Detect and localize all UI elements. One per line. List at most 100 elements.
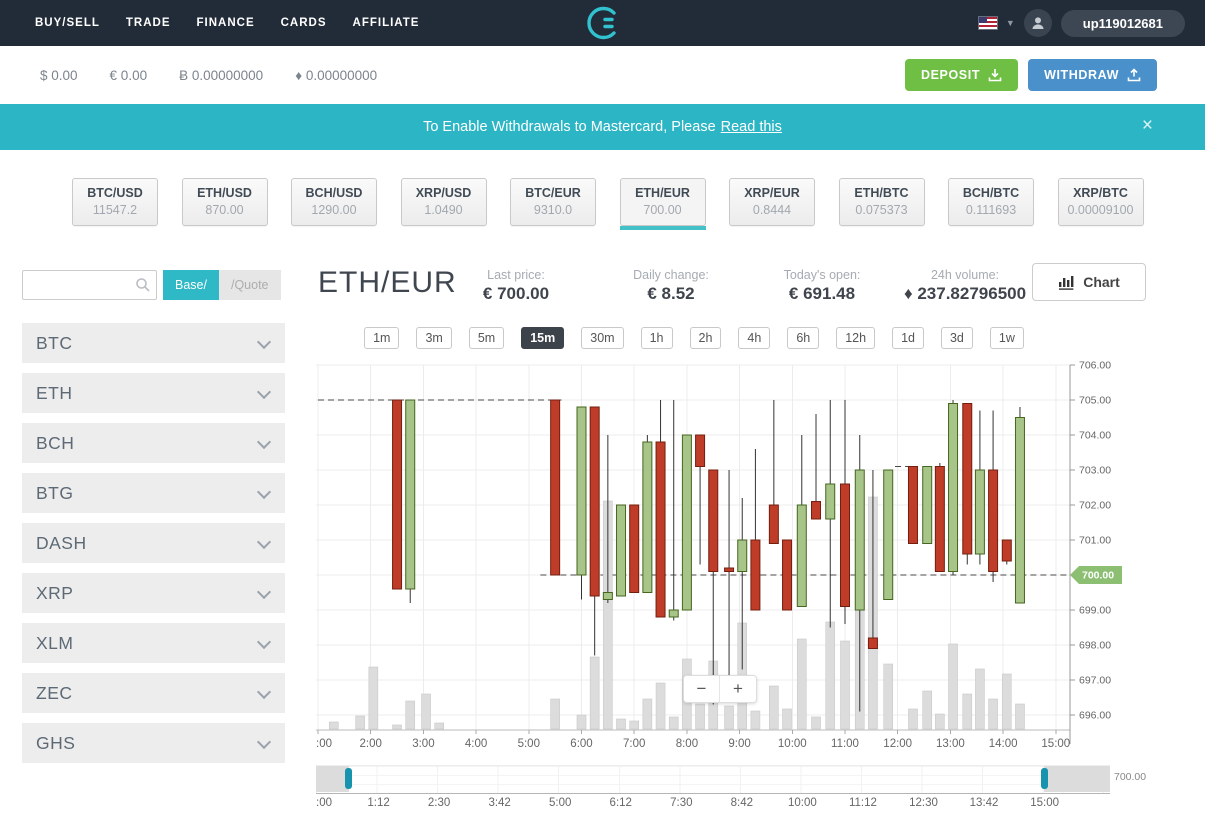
- sidebar-item-zec[interactable]: ZEC: [22, 673, 285, 713]
- search-input[interactable]: [22, 270, 157, 300]
- y-axis-label: 696.00: [1079, 710, 1111, 722]
- timeframe-3m[interactable]: 3m: [416, 327, 452, 349]
- stat-value: € 8.52: [647, 284, 695, 303]
- timeframe-4h[interactable]: 4h: [738, 327, 771, 349]
- zoom-in-button[interactable]: +: [720, 676, 756, 702]
- chevron-down-icon[interactable]: ▼: [1005, 18, 1015, 28]
- pair-tab-xrp-eur[interactable]: XRP/EUR 0.8444: [729, 178, 815, 226]
- pair-tab-btc-eur[interactable]: BTC/EUR 9310.0: [510, 178, 596, 226]
- account-balances: $ 0.00 € 0.00 Ƀ 0.00000000 ♦ 0.00000000: [40, 46, 377, 104]
- timeframe-1m[interactable]: 1m: [364, 327, 400, 349]
- navigator-tick-label: 1:12: [367, 797, 390, 809]
- pair-tab-eth-usd[interactable]: ETH/USD 870.00: [181, 178, 268, 226]
- sidebar-item-btg[interactable]: BTG: [22, 473, 285, 513]
- navigator-tick-label: 5:00: [548, 797, 572, 809]
- timeframe-1h[interactable]: 1h: [640, 327, 673, 349]
- withdraw-button[interactable]: WITHDRAW: [1028, 59, 1157, 91]
- notification-banner: To Enable Withdrawals to Mastercard, Ple…: [0, 104, 1205, 150]
- timeframe-5m[interactable]: 5m: [468, 327, 505, 349]
- read-this-link[interactable]: Read this: [720, 119, 782, 135]
- sidebar-item-xrp[interactable]: XRP: [22, 573, 285, 613]
- timeframe-3d[interactable]: 3d: [940, 327, 973, 349]
- pair-tab-eth-eur[interactable]: ETH/EUR 700.00: [619, 178, 706, 230]
- pair-tab-xrp-usd[interactable]: XRP/USD 1.0490: [400, 178, 487, 226]
- y-axis-label: 705.00: [1079, 395, 1111, 407]
- y-axis-label: 701.00: [1079, 535, 1111, 547]
- pair-price: 11547.2: [92, 203, 138, 217]
- chevron-down-icon: [256, 484, 272, 500]
- main-menu: BUY/SELL TRADE FINANCE CARDS AFFILIATE: [22, 0, 432, 46]
- timeframe-15m[interactable]: 15m: [521, 327, 565, 349]
- zoom-out-button[interactable]: −: [684, 676, 720, 702]
- base-toggle-button[interactable]: Base/: [163, 270, 219, 300]
- x-axis-label: 6:00: [570, 738, 592, 750]
- x-axis-label: 2:00: [360, 738, 382, 750]
- menu-item-affiliate[interactable]: AFFILIATE: [352, 17, 420, 29]
- x-axis-label: 13:00: [936, 738, 965, 750]
- quote-toggle-button[interactable]: /Quote: [218, 270, 281, 300]
- deposit-button[interactable]: DEPOSIT: [904, 59, 1019, 91]
- withdraw-icon: [1127, 68, 1141, 82]
- pair-tab-xrp-btc[interactable]: XRP/BTC 0.00009100: [1057, 178, 1144, 226]
- navigator-tick-label: 15:00: [1030, 797, 1059, 809]
- pair-tab-eth-btc[interactable]: ETH/BTC 0.075373: [838, 178, 925, 226]
- timeframe-1w[interactable]: 1w: [989, 327, 1024, 349]
- account-icon[interactable]: [1023, 9, 1052, 37]
- username-button[interactable]: up119012681: [1060, 9, 1185, 37]
- timeframe-30m[interactable]: 30m: [581, 327, 624, 349]
- x-axis-label: :00: [316, 738, 332, 750]
- price-chart[interactable]: 706.00 705.00 704.00 703.00 702.00 701.00 700.…: [316, 352, 1178, 758]
- pair-tab-bch-btc[interactable]: BCH/BTC 0.111693: [948, 178, 1034, 226]
- top-right-controls: ▼ up119012681: [977, 0, 1185, 46]
- x-axis-label: 12:00: [883, 738, 912, 750]
- timeframe-selector: 1m 3m 5m 15m 30m 1h 2h 4h 6h 12h 1d 3d 1w: [318, 327, 1070, 349]
- balance-item: Ƀ 0.00000000: [179, 67, 264, 83]
- search-icon: [135, 277, 151, 298]
- navigator-tick-label: 8:42: [730, 797, 754, 809]
- chevron-down-icon: [256, 534, 272, 550]
- menu-item-cards[interactable]: CARDS: [280, 17, 327, 29]
- pair-price: 700.00: [643, 203, 682, 217]
- y-axis-label: 698.00: [1079, 640, 1111, 652]
- chart-view-button[interactable]: Chart: [1032, 263, 1146, 301]
- navigator-right-handle[interactable]: [1041, 768, 1048, 789]
- menu-item-finance[interactable]: FINANCE: [196, 17, 255, 29]
- pair-tab-btc-usd[interactable]: BTC/USD 11547.2: [72, 178, 158, 226]
- banner-text: To Enable Withdrawals to Mastercard, Ple…: [0, 104, 1205, 150]
- timeframe-6h[interactable]: 6h: [787, 327, 820, 349]
- sidebar-item-xlm[interactable]: XLM: [22, 623, 285, 663]
- balance-actions: DEPOSIT WITHDRAW: [904, 59, 1157, 91]
- stat-value: € 700.00: [482, 284, 550, 303]
- navigator-price-label: 700.00: [1114, 771, 1147, 783]
- base-quote-toggle: Base/ /Quote: [163, 270, 281, 300]
- chart-zoom-controls: − +: [683, 675, 757, 703]
- chevron-down-icon: [256, 734, 272, 750]
- y-axis-label: 702.00: [1079, 500, 1111, 512]
- sidebar-item-bch[interactable]: BCH: [22, 423, 285, 463]
- pair-name: ETH/BTC: [854, 186, 909, 200]
- chart-navigator[interactable]: [316, 765, 1110, 794]
- pair-tab-bch-usd[interactable]: BCH/USD 1290.00: [291, 178, 377, 226]
- chevron-down-icon: [256, 334, 272, 350]
- y-axis-label: 703.00: [1079, 465, 1111, 477]
- x-axis-label: 7:00: [623, 738, 645, 750]
- timeframe-12h[interactable]: 12h: [836, 327, 876, 349]
- cex-logo[interactable]: [585, 5, 621, 46]
- language-flag-icon[interactable]: [977, 16, 998, 30]
- sidebar-item-btc[interactable]: BTC: [22, 323, 285, 363]
- timeframe-2h[interactable]: 2h: [689, 327, 722, 349]
- navigator-left-handle[interactable]: [345, 768, 352, 789]
- chevron-down-icon: [256, 684, 272, 700]
- sidebar-item-eth[interactable]: ETH: [22, 373, 285, 413]
- currency-label: XLM: [36, 632, 74, 653]
- timeframe-1d[interactable]: 1d: [892, 327, 924, 349]
- sidebar-item-dash[interactable]: DASH: [22, 523, 285, 563]
- menu-item-buy-sell[interactable]: BUY/SELL: [35, 17, 100, 29]
- currency-label: ETH: [36, 382, 73, 403]
- sidebar-item-ghs[interactable]: GHS: [22, 723, 285, 763]
- close-icon[interactable]: ×: [1141, 115, 1153, 136]
- menu-item-trade[interactable]: TRADE: [125, 17, 171, 29]
- navigator-tick-label: 6:12: [609, 797, 632, 809]
- currency-sidebar: Base/ /Quote BTC ETH BCH BTG DASH XRP XLM ZEC GH…: [22, 270, 285, 773]
